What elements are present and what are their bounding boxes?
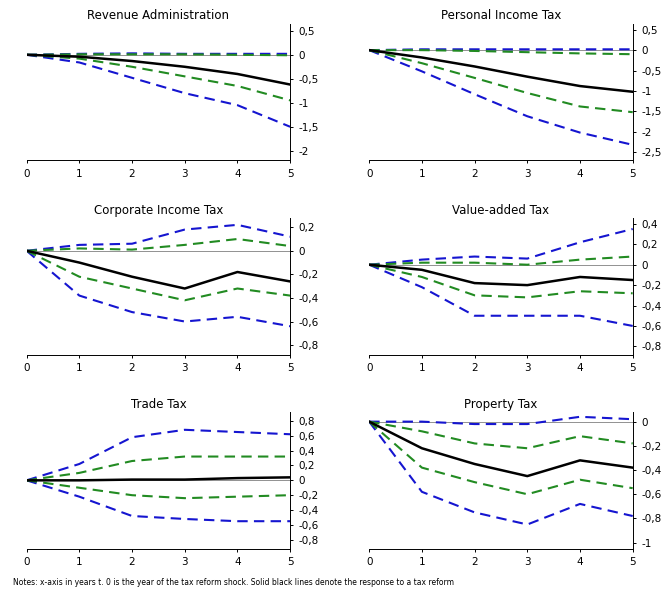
Title: Property Tax: Property Tax	[464, 398, 537, 411]
Text: Notes: x-axis in years t. 0 is the year of the tax reform shock. Solid black lin: Notes: x-axis in years t. 0 is the year …	[13, 578, 454, 587]
Title: Value-added Tax: Value-added Tax	[452, 204, 549, 217]
Title: Trade Tax: Trade Tax	[131, 398, 186, 411]
Title: Corporate Income Tax: Corporate Income Tax	[94, 204, 223, 217]
Title: Revenue Administration: Revenue Administration	[87, 9, 229, 22]
Title: Personal Income Tax: Personal Income Tax	[441, 9, 561, 22]
